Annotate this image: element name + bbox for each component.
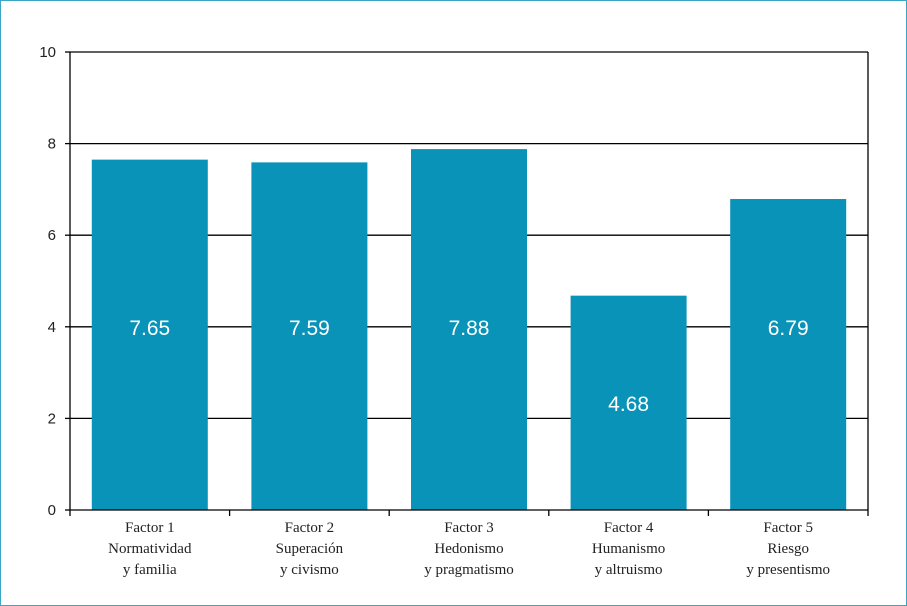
y-tick-label: 0	[48, 502, 56, 519]
x-category-label: Factor 1	[125, 520, 175, 536]
bar	[251, 162, 368, 511]
x-category-label: Superación	[276, 541, 344, 557]
x-category-label: y altruismo	[595, 562, 663, 578]
bar	[91, 159, 208, 510]
x-category-label: y pragmatismo	[424, 562, 514, 578]
y-tick-label: 6	[48, 227, 56, 244]
y-tick-labels: 0 2 4 6 8 10	[39, 44, 56, 519]
y-tick-label: 2	[48, 410, 56, 427]
x-category-labels: Factor 1 Normatividad y familia Factor 2 Sup…	[108, 520, 830, 578]
x-category-label: Humanismo	[592, 541, 665, 557]
data-label: 7.65	[129, 317, 170, 340]
y-tick-label: 8	[48, 136, 56, 153]
x-category-label: y presentismo	[746, 562, 830, 578]
x-category-label: Factor 3	[444, 520, 494, 536]
x-category-label: y civismo	[280, 562, 339, 578]
axes	[65, 51, 869, 516]
bar	[730, 199, 847, 510]
y-tick-label: 10	[39, 44, 56, 61]
y-tick-label: 4	[48, 319, 56, 336]
bars	[91, 149, 847, 511]
x-category-label: Factor 2	[285, 520, 335, 536]
data-label: 4.68	[608, 393, 649, 416]
bar	[570, 295, 687, 510]
x-category-label: Factor 4	[604, 520, 654, 536]
x-category-label: Riesgo	[767, 541, 809, 557]
data-labels: 7.65 7.59 7.88 4.68 6.79	[129, 317, 808, 416]
x-category-label: Normatividad	[108, 541, 192, 557]
x-category-label: Factor 5	[763, 520, 813, 536]
data-label: 7.88	[449, 317, 490, 340]
data-label: 6.79	[768, 317, 809, 340]
x-category-label: y familia	[123, 562, 177, 578]
x-category-label: Hedonismo	[434, 541, 503, 557]
bar	[411, 149, 527, 510]
data-label: 7.59	[289, 317, 330, 340]
